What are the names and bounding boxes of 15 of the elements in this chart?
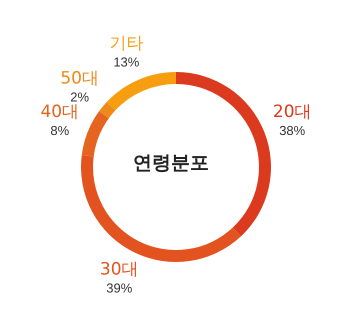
slice-label: 30대 bbox=[100, 259, 139, 280]
data-label: 8% bbox=[50, 122, 70, 138]
slice-label: 20대 bbox=[272, 102, 312, 122]
donut-slice bbox=[106, 72, 176, 110]
data-label: 2% bbox=[70, 89, 90, 104]
donut-slice bbox=[82, 111, 109, 157]
slice-label: 기타 bbox=[109, 33, 144, 54]
donut-slice bbox=[81, 155, 242, 262]
slice-label: 50대 bbox=[60, 68, 100, 88]
slice-label: 40대 bbox=[40, 102, 80, 122]
data-label: 38% bbox=[279, 122, 306, 138]
data-label: 13% bbox=[113, 54, 140, 70]
data-label: 39% bbox=[106, 280, 133, 296]
donut-slice bbox=[99, 102, 116, 118]
text: 연령분포 bbox=[133, 152, 209, 174]
